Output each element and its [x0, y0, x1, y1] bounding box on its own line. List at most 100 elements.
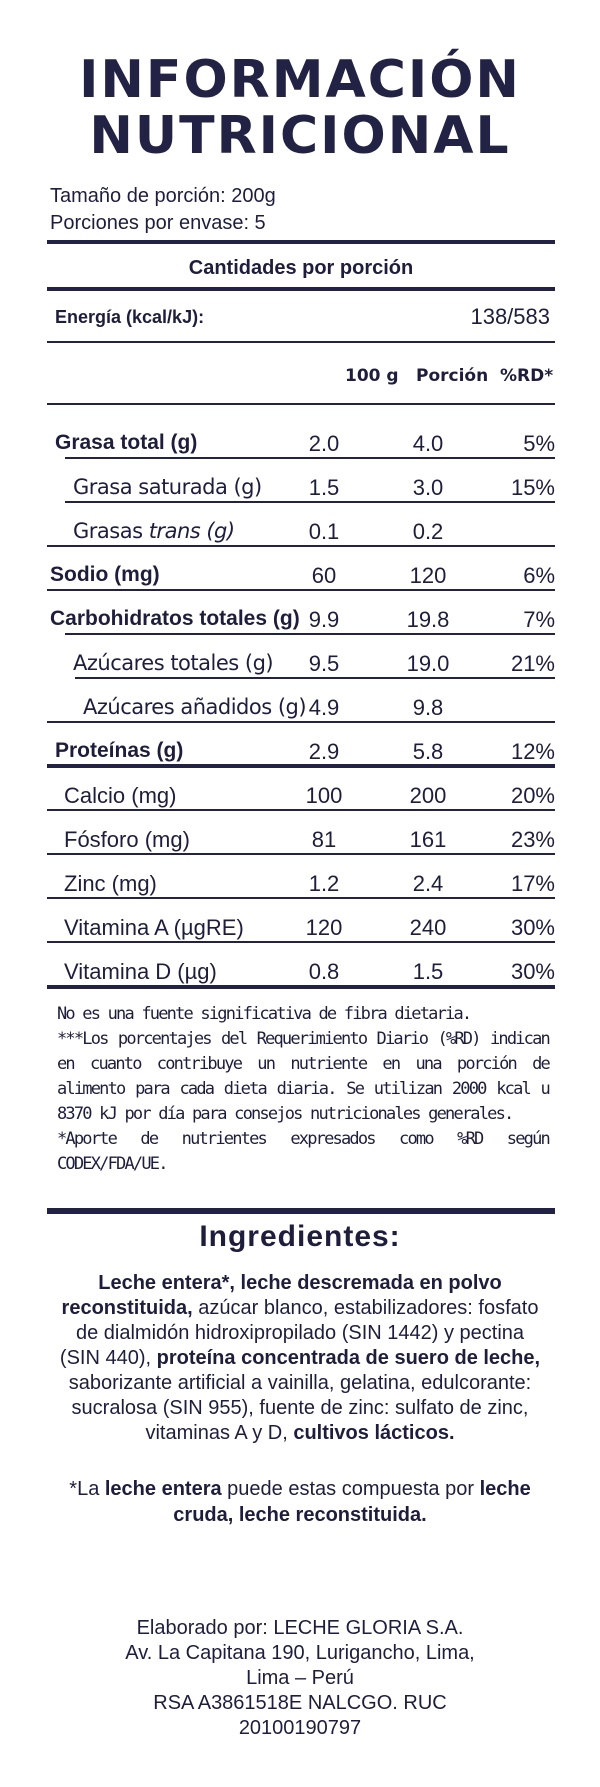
- divider: [65, 457, 555, 459]
- ingredients-regular: saborizante artificial a vainilla, gelat…: [68, 1372, 532, 1444]
- ingredients-regular: azúcar blanco, estabilizadores: fosfato …: [59, 1297, 539, 1369]
- page-title: INFORMACIÓN NUTRICIONAL: [0, 52, 600, 164]
- value-portion: 200: [409, 783, 447, 808]
- ingredients-title: Ingredientes:: [199, 1220, 401, 1253]
- footnote-bold: leche entera: [104, 1478, 222, 1500]
- column-header-rd: %RD*: [500, 366, 554, 386]
- value-portion: 5.8: [412, 739, 444, 764]
- value-portion: 3.0: [412, 475, 444, 500]
- value-100g: 1.5: [308, 475, 340, 500]
- value-rd: 20%: [510, 783, 555, 808]
- column-header-100g: 100 g: [345, 366, 399, 386]
- value-100g: 0.1: [308, 519, 340, 544]
- ingredients-bold: proteína concentrada de suero de leche,: [151, 1347, 541, 1369]
- value-100g: 100: [305, 783, 343, 808]
- milk-footnote: *La leche entera puede estas compuesta p…: [55, 1476, 545, 1528]
- value-portion: 19.8: [406, 607, 450, 632]
- table-row: Calcio (mg) 100 200 20%: [47, 771, 555, 815]
- value-portion: 4.0: [412, 431, 444, 456]
- fiber-note: No es una fuente significativa de fibra …: [57, 1004, 472, 1024]
- value-rd: 30%: [510, 959, 555, 984]
- divider: [47, 403, 555, 405]
- divider: [47, 589, 555, 591]
- divider: [47, 941, 555, 943]
- divider: [75, 677, 555, 679]
- value-100g: 9.9: [308, 607, 340, 632]
- divider: [47, 985, 555, 989]
- table-row: Grasa total (g) 2.0 4.0 5%: [47, 419, 555, 463]
- manufacturer-info: Elaborado por: LECHE GLORIA S.A. Av. La …: [70, 1616, 530, 1741]
- amounts-header: Cantidades por porción: [188, 257, 414, 279]
- value-100g: 2.9: [308, 739, 340, 764]
- table-row: Fósforo (mg) 81 161 23%: [47, 815, 555, 859]
- ingredients-bold: cultivos lácticos.: [287, 1422, 455, 1444]
- footnote-text: *La: [69, 1478, 105, 1500]
- table-row: Grasas trans (g) 0.1 0.2: [47, 507, 555, 551]
- manufacturer-line: Lima – Perú: [246, 1667, 354, 1689]
- value-100g: 81: [311, 827, 337, 852]
- value-100g: 120: [305, 915, 343, 940]
- nutrient-name: Grasa total (g): [55, 431, 198, 454]
- table-row: Vitamina A (µgRE) 120 240 30%: [47, 903, 555, 947]
- nutrient-name: Vitamina D (µg): [64, 959, 217, 984]
- title-line-2: NUTRICIONAL: [89, 106, 511, 166]
- value-portion: 240: [409, 915, 447, 940]
- divider: [47, 1208, 555, 1214]
- nutrient-name: Carbohidratos totales (g): [50, 607, 300, 630]
- ingredients-bold: Leche entera*, leche descremada en polvo…: [61, 1272, 502, 1319]
- divider: [47, 721, 555, 723]
- value-rd: 5%: [523, 431, 555, 456]
- divider: [47, 545, 555, 547]
- nutrient-name: Grasa saturada (g): [73, 475, 262, 499]
- value-rd: 12%: [510, 739, 555, 764]
- table-row: Azúcares añadidos (g) 4.9 9.8: [47, 683, 555, 727]
- divider: [47, 897, 555, 899]
- table-row: Sodio (mg) 60 120 6%: [47, 551, 555, 595]
- nutrient-name-italic: trans (g): [148, 519, 235, 543]
- nutrient-name: Zinc (mg): [64, 871, 157, 896]
- divider: [47, 287, 555, 291]
- value-100g: 4.9: [308, 695, 340, 720]
- value-portion: 19.0: [406, 651, 450, 676]
- value-rd: 23%: [510, 827, 555, 852]
- value-rd: 30%: [510, 915, 555, 940]
- divider: [47, 764, 555, 768]
- divider: [47, 341, 555, 343]
- nutrient-name: Grasas trans (g): [73, 519, 235, 543]
- table-row: Vitamina D (µg) 0.8 1.5 30%: [47, 947, 555, 991]
- nutrient-name: Vitamina A (µgRE): [64, 915, 244, 940]
- value-100g: 60: [311, 563, 337, 588]
- table-row: Zinc (mg) 1.2 2.4 17%: [47, 859, 555, 903]
- divider: [47, 853, 555, 855]
- title-line-1: INFORMACIÓN: [79, 50, 521, 110]
- table-row: Carbohidratos totales (g) 9.9 19.8 7%: [47, 595, 555, 639]
- ingredients-text: Leche entera*, leche descremada en polvo…: [55, 1271, 545, 1446]
- value-rd: 6%: [523, 563, 555, 588]
- nutrient-name: Proteínas (g): [55, 739, 184, 762]
- value-100g: 2.0: [308, 431, 340, 456]
- energy-label: Energía (kcal/kJ):: [55, 307, 205, 327]
- nutrient-name: Calcio (mg): [64, 783, 177, 808]
- value-rd: 17%: [510, 871, 555, 896]
- servings-per-container: Porciones por envase: 5: [50, 212, 266, 234]
- table-row: Grasa saturada (g) 1.5 3.0 15%: [47, 463, 555, 507]
- value-rd: 7%: [523, 607, 555, 632]
- value-100g: 0.8: [308, 959, 340, 984]
- value-portion: 1.5: [412, 959, 444, 984]
- divider: [65, 501, 555, 503]
- manufacturer-line: RSA A3861518E NALCGO. RUC: [153, 1692, 447, 1714]
- nutrient-name-text: Grasas: [73, 519, 149, 543]
- table-row: Azúcares totales (g) 9.5 19.0 21%: [47, 639, 555, 683]
- footnote-text: puede estas compuesta por: [221, 1478, 480, 1500]
- value-portion: 2.4: [412, 871, 444, 896]
- value-rd: 15%: [510, 475, 555, 500]
- column-header-portion: Porción: [416, 366, 489, 386]
- value-portion: 9.8: [412, 695, 444, 720]
- energy-value: 138/583: [470, 304, 550, 329]
- divider: [47, 809, 555, 811]
- footnotes: No es una fuente significativa de fibra …: [57, 1002, 551, 1177]
- divider: [65, 633, 555, 635]
- value-portion: 120: [409, 563, 447, 588]
- nutrient-name: Sodio (mg): [50, 563, 160, 586]
- nutrient-name: Azúcares totales (g): [73, 651, 274, 675]
